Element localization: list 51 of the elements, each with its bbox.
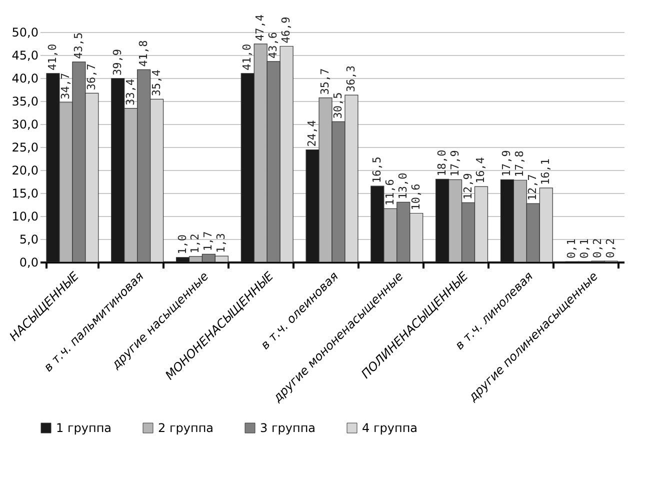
data-label: 34,7 xyxy=(58,72,72,100)
data-label: 43,6 xyxy=(266,32,280,58)
y-tick-label: 35,0 xyxy=(12,94,38,108)
data-label: 0,1 xyxy=(578,238,592,259)
data-label: 13,0 xyxy=(396,172,410,200)
data-label: 17,9 xyxy=(448,150,462,177)
y-tick-label: 10,0 xyxy=(12,210,38,224)
data-label: 17,9 xyxy=(500,150,514,177)
data-label: 1,0 xyxy=(176,234,189,254)
data-label: 12,7 xyxy=(526,174,540,201)
y-tick-label: 45,0 xyxy=(12,48,38,62)
y-tick-label: 50,0 xyxy=(12,26,38,40)
y-tick-label: 15,0 xyxy=(12,186,38,200)
y-tick-label: 5,0 xyxy=(19,232,38,246)
data-label: 35,4 xyxy=(150,69,163,96)
data-label: 16,1 xyxy=(539,158,552,185)
data-label: 0,2 xyxy=(604,238,618,258)
legend-label: 2 группа xyxy=(158,421,214,435)
data-label: 24,4 xyxy=(306,120,319,147)
data-label: 35,7 xyxy=(318,68,332,95)
data-label: 10,6 xyxy=(409,184,422,210)
data-label: 16,4 xyxy=(474,156,488,184)
legend-label: 1 группа xyxy=(56,421,112,435)
data-label: 36,7 xyxy=(84,64,98,90)
data-label: 41,8 xyxy=(136,40,150,67)
data-label: 0,1 xyxy=(565,238,578,259)
data-label: 16,5 xyxy=(370,156,384,184)
data-label: 0,2 xyxy=(591,238,604,258)
data-label: 36,3 xyxy=(344,66,358,92)
data-label: 47,4 xyxy=(254,14,267,41)
y-tick-label: 25,0 xyxy=(12,140,38,154)
data-label: 11,6 xyxy=(383,179,396,206)
y-tick-label: 0,0 xyxy=(19,256,38,270)
data-label: 43,5 xyxy=(72,32,85,59)
data-label: 1,3 xyxy=(214,233,228,254)
y-tick-label: 30,0 xyxy=(12,118,38,132)
data-label: 18,0 xyxy=(435,150,448,176)
legend-label: 4 группа xyxy=(362,421,418,435)
data-label: 17,8 xyxy=(513,150,526,178)
data-label: 46,9 xyxy=(280,16,293,44)
data-label: 41,0 xyxy=(46,44,59,70)
y-tick-label: 40,0 xyxy=(12,72,38,86)
y-tick-label: 20,0 xyxy=(12,164,38,178)
data-label: 1,7 xyxy=(202,231,215,252)
data-label: 39,9 xyxy=(110,48,124,76)
legend-label: 3 группа xyxy=(260,421,316,435)
data-label: 1,2 xyxy=(188,234,202,254)
data-label: 33,4 xyxy=(124,78,137,106)
data-label: 12,9 xyxy=(461,173,474,200)
data-label: 30,5 xyxy=(331,92,344,119)
data-label: 41,0 xyxy=(240,44,254,70)
